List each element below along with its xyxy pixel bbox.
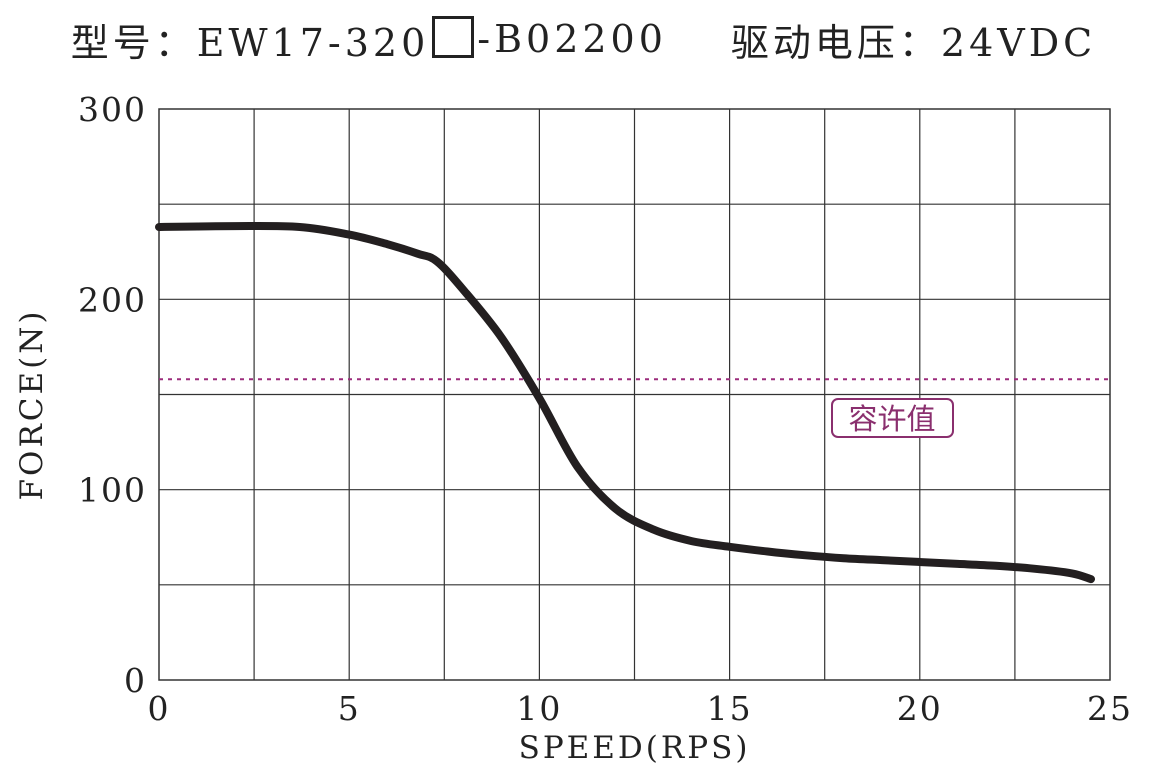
y-tick-label: 200 (78, 280, 147, 319)
force-curve (155, 222, 1095, 584)
variant-placeholder-box (432, 16, 475, 58)
y-tick-labels: 0 100 200 300 (78, 90, 147, 700)
title-model-prefix: 型号：EW17-320 (70, 20, 430, 65)
x-tick-label: 0 (148, 689, 171, 728)
title-model-suffix: -B02200 (477, 17, 667, 61)
x-tick-label: 5 (338, 689, 361, 728)
chart-title: 型号：EW17-320 -B02200 驱动电压：24VDC (0, 10, 1167, 68)
x-tick-label: 15 (707, 689, 753, 728)
x-tick-label: 10 (516, 689, 562, 728)
y-axis-label: FORCE(N) (14, 309, 50, 501)
x-tick-label: 20 (897, 689, 943, 728)
title-voltage: 驱动电压：24VDC (730, 20, 1097, 65)
x-axis-label: SPEED(RPS) (519, 730, 751, 766)
x-tick-label: 25 (1087, 689, 1133, 728)
grid (159, 109, 1110, 680)
y-tick-label: 300 (78, 90, 147, 129)
x-tick-labels: 0 5 10 15 20 25 (148, 689, 1133, 728)
plot-frame (158, 108, 1111, 681)
allowable-annotation-text: 容许值 (848, 402, 935, 436)
y-tick-label: 100 (78, 471, 147, 510)
allowable-annotation: 容许值 (831, 398, 954, 438)
y-tick-label: 0 (124, 661, 147, 700)
allowable-annotation-box (831, 398, 954, 438)
